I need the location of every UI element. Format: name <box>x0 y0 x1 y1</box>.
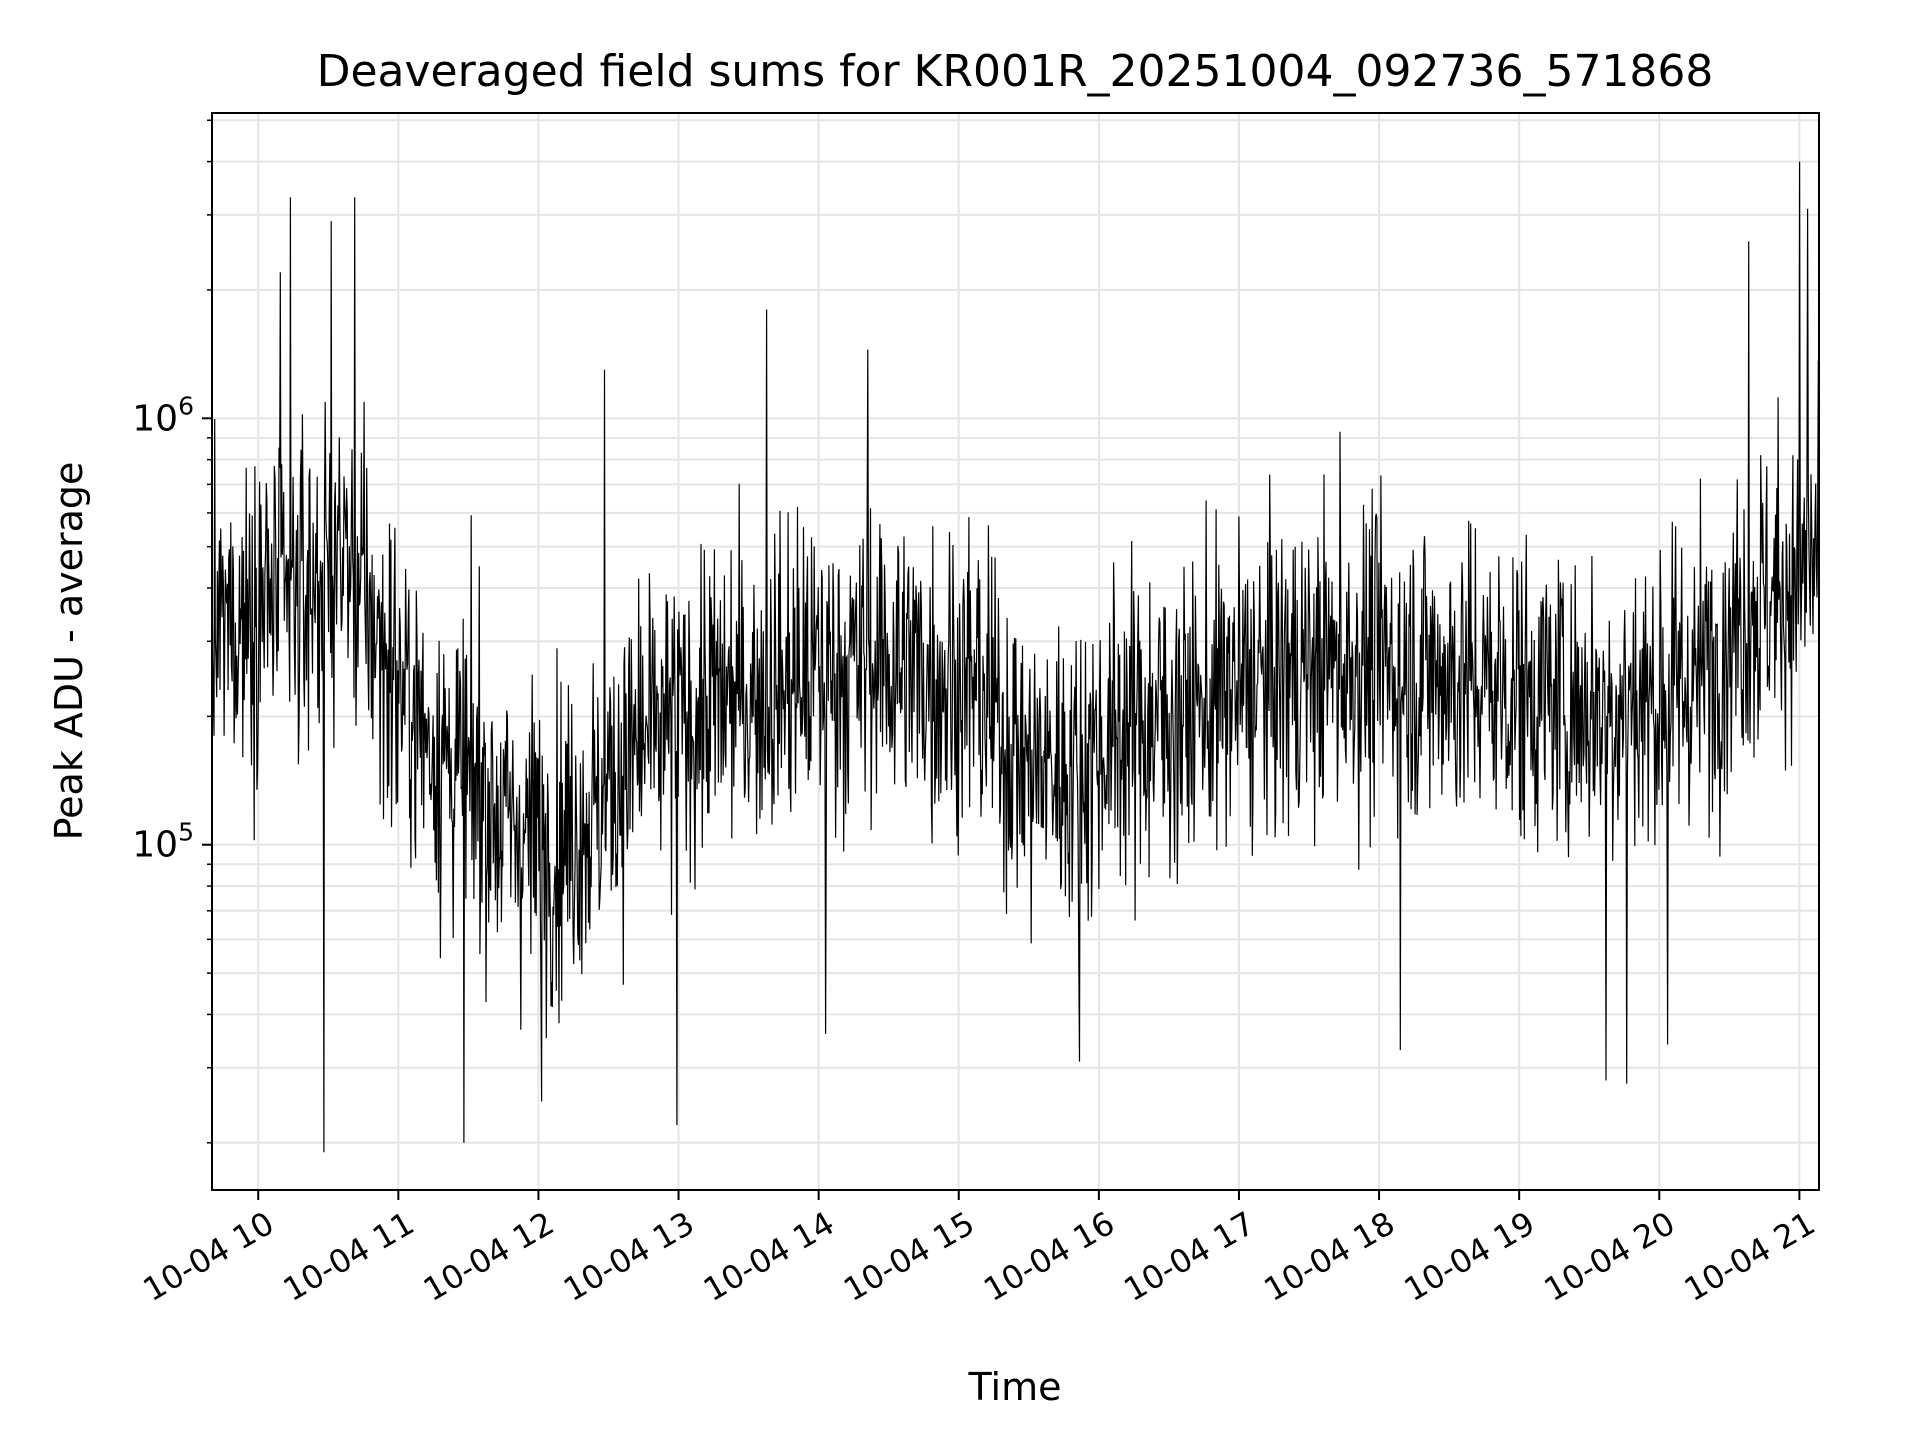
y-axis-label: Peak ADU - average <box>47 462 91 841</box>
y-tick-label-base: 10 <box>132 398 178 439</box>
series-layer <box>212 161 1819 1153</box>
series-line <box>212 161 1819 1153</box>
y-tick-label: 106 <box>132 391 194 439</box>
y-tick-label: 105 <box>132 818 194 866</box>
y-tick-label-base: 10 <box>132 825 178 866</box>
y-tick-label-exponent: 5 <box>178 818 194 847</box>
y-tick-label-exponent: 6 <box>178 391 194 420</box>
chart-title: Deaveraged field sums for KR001R_2025100… <box>317 46 1714 97</box>
plot-frame <box>211 112 1820 1191</box>
x-axis-label: Time <box>968 1365 1062 1409</box>
